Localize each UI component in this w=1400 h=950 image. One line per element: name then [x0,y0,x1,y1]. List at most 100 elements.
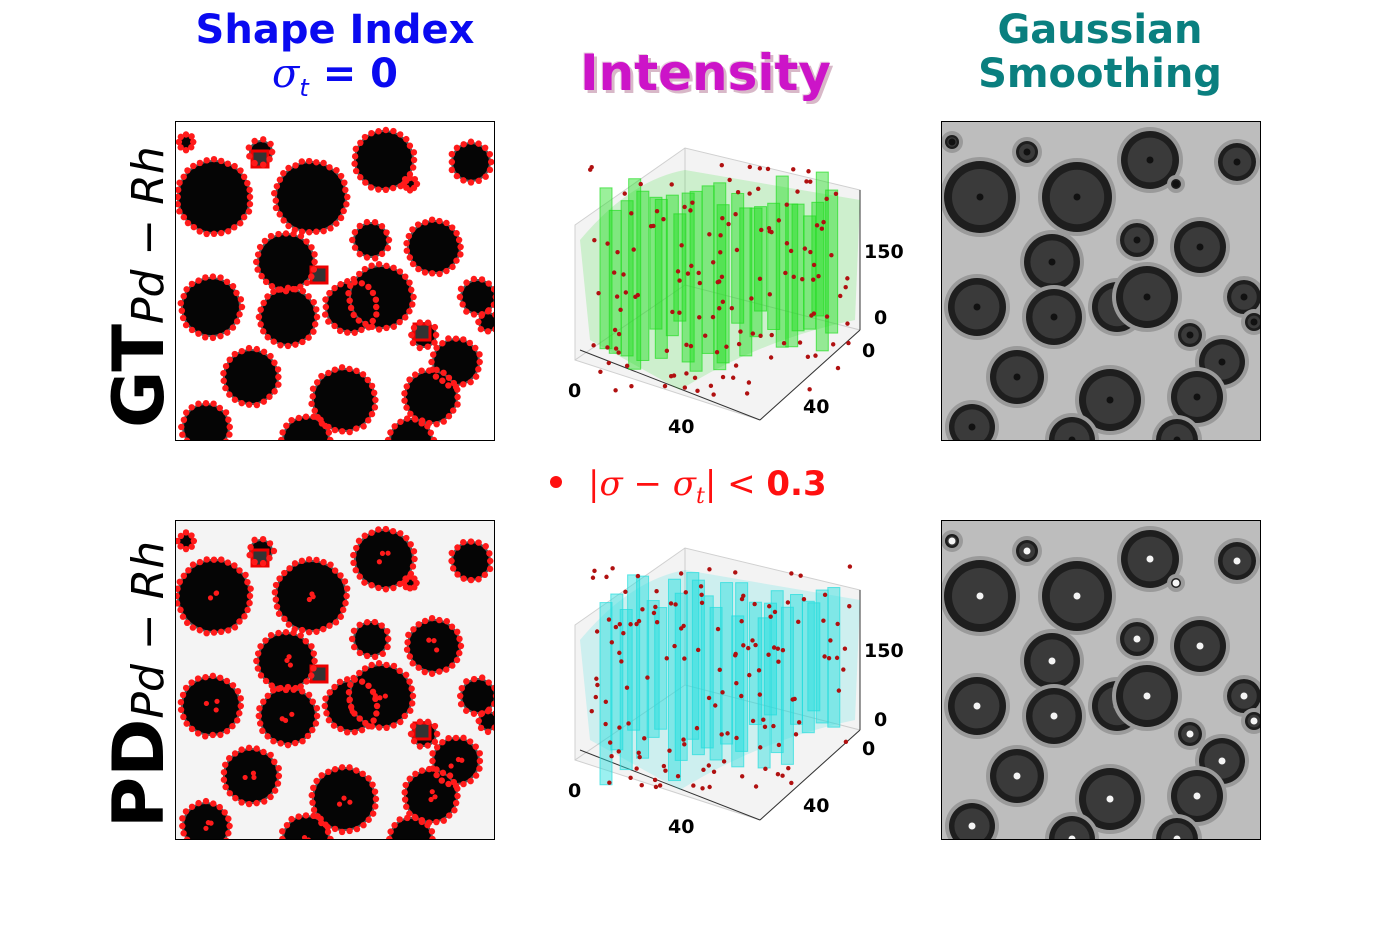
boundary-point [257,672,265,679]
threshold-point [808,249,813,255]
boundary-point [457,700,465,708]
boundary-point [356,669,363,677]
boundary-point [325,369,332,377]
boundary-point [401,390,408,397]
boundary-point [183,619,191,627]
boundary-point [401,175,409,183]
boundary-point [286,565,293,572]
boundary-point [369,289,377,297]
threshold-point [624,363,630,369]
boundary-point [310,812,317,820]
threshold-point [682,742,687,747]
boundary-point [347,282,354,289]
boundary-point [337,725,344,733]
threshold-point [822,592,828,598]
boundary-point [408,331,415,339]
boundary-point [439,739,446,746]
threshold-point [769,229,774,235]
boundary-point [448,150,456,158]
particle [179,561,249,631]
boundary-point [310,784,317,792]
particle-center [1143,692,1151,700]
boundary-point [210,800,217,807]
boundary-point [484,707,492,715]
surface-column [681,192,695,363]
boundary-point [184,167,191,174]
boundary-point [445,382,452,389]
boundary-point [209,672,217,680]
particle-center [1050,313,1058,321]
particle [314,370,374,430]
boundary-point [379,650,387,658]
boundary-point [368,129,375,137]
shape-index-title-line2: σt = 0 [272,51,398,102]
particle-center [1240,293,1248,301]
boundary-point [308,400,315,407]
boundary-point [353,544,360,552]
boundary-point [246,551,253,559]
boundary-point [371,404,379,411]
boundary-point [231,562,238,569]
boundary-point [382,525,390,533]
boundary-point [362,320,369,328]
interior-point [336,801,343,807]
threshold-point [707,784,712,790]
boundary-point [229,722,236,730]
threshold-point [802,246,808,251]
boundary-point [188,280,196,288]
threshold-point [765,166,771,172]
boundary-point [251,536,258,544]
threshold-point [733,363,739,368]
boundary-point [454,628,461,636]
boundary-point [264,293,271,300]
surface-column [825,189,839,334]
boundary-point [408,286,415,294]
boundary-point [492,693,494,699]
boundary-point [180,713,187,721]
boundary-point [180,292,187,300]
boundary-point [439,769,447,777]
boundary-point [284,342,292,350]
boundary-point [233,318,241,325]
particle-center [1193,792,1201,800]
boundary-point [341,179,348,186]
threshold-point [828,638,833,643]
boundary-point [404,639,411,646]
threshold-point [695,388,700,394]
boundary-point [432,331,440,339]
boundary-point [256,720,264,727]
threshold-point [753,642,758,648]
boundary-point [267,232,275,240]
surface-column [811,201,825,317]
boundary-point [259,535,267,543]
boundary-point [254,650,262,657]
threshold-point [617,622,622,627]
threshold-point [720,374,726,380]
boundary-point [299,338,306,346]
boundary-point [409,301,416,308]
boundary-point [453,257,460,264]
boundary-point [272,596,280,603]
boundary-point [452,734,460,742]
boundary-point [375,186,382,193]
boundary-point [178,423,185,431]
boundary-point [225,815,232,822]
boundary-point [383,661,390,669]
boundary-point [433,421,440,428]
threshold-point [816,273,821,279]
boundary-point [396,667,403,675]
boundary-point [356,715,363,722]
boundary-point [177,299,184,307]
boundary-point [356,649,364,657]
boundary-point [396,816,403,823]
threshold-point [679,243,684,248]
boundary-point [264,733,271,740]
boundary-point [322,695,329,702]
boundary-point [245,800,253,808]
boundary-point [404,814,411,822]
gaussian-pd-image [942,521,1260,839]
pd-y-tick-40: 40 [803,795,830,817]
boundary-point [176,193,181,201]
particle-center [1133,236,1141,244]
boundary-point [470,675,478,683]
